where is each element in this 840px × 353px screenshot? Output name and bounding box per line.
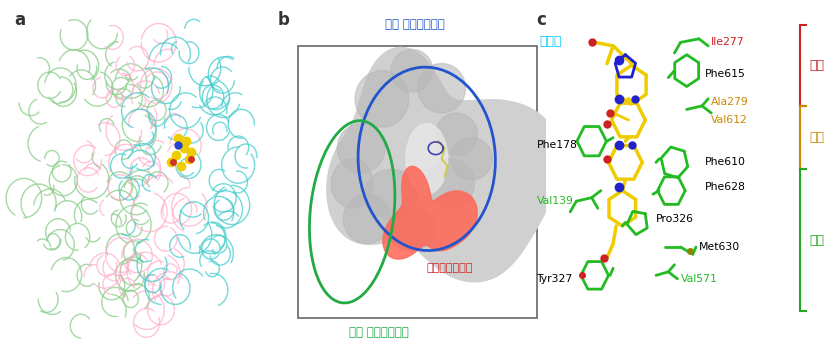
Text: 上部: 上部 <box>810 59 824 72</box>
Text: Met630: Met630 <box>699 242 740 252</box>
Text: Pro326: Pro326 <box>656 214 694 224</box>
Text: Phe610: Phe610 <box>705 157 746 167</box>
Text: Phe615: Phe615 <box>705 69 746 79</box>
Text: Val612: Val612 <box>711 115 748 125</box>
Polygon shape <box>450 138 492 180</box>
Polygon shape <box>427 159 475 208</box>
Text: c: c <box>537 11 546 29</box>
Text: Val139: Val139 <box>537 196 574 206</box>
Polygon shape <box>388 208 436 251</box>
Polygon shape <box>406 124 448 194</box>
Polygon shape <box>331 159 373 208</box>
Text: b: b <box>277 11 290 29</box>
Polygon shape <box>383 166 477 259</box>
Polygon shape <box>436 113 477 155</box>
Text: Ala279: Ala279 <box>711 97 749 107</box>
Polygon shape <box>344 194 391 244</box>
Text: a: a <box>14 11 25 29</box>
Text: Phe178: Phe178 <box>537 140 577 150</box>
Polygon shape <box>417 64 465 113</box>
Polygon shape <box>391 49 433 92</box>
Polygon shape <box>364 169 417 219</box>
Text: 下部: 下部 <box>810 234 824 246</box>
Bar <box>298 46 537 318</box>
Text: 陰害剤: 陰害剤 <box>539 35 562 48</box>
Text: 遠位 薬剤結合部位: 遠位 薬剤結合部位 <box>385 18 444 31</box>
Text: 陰害剤結合部位: 陰害剤結合部位 <box>427 263 473 273</box>
Polygon shape <box>338 124 385 173</box>
Polygon shape <box>327 47 561 282</box>
Text: 近位 薬剤結合部位: 近位 薬剤結合部位 <box>349 326 409 339</box>
Text: Ile277: Ile277 <box>711 37 745 47</box>
Text: Tyr327: Tyr327 <box>537 274 573 284</box>
Text: Val571: Val571 <box>680 274 717 284</box>
Polygon shape <box>355 71 409 127</box>
Text: 中部: 中部 <box>810 131 824 144</box>
Text: Phe628: Phe628 <box>705 182 746 192</box>
